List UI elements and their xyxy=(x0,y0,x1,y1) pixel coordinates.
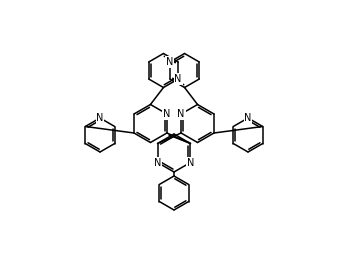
Text: N: N xyxy=(96,113,104,123)
Text: N: N xyxy=(244,113,252,123)
Text: N: N xyxy=(174,74,182,84)
Text: N: N xyxy=(177,109,185,119)
Text: N: N xyxy=(187,157,194,167)
Text: N: N xyxy=(163,109,171,119)
Text: N: N xyxy=(166,57,174,67)
Text: N: N xyxy=(154,157,161,167)
